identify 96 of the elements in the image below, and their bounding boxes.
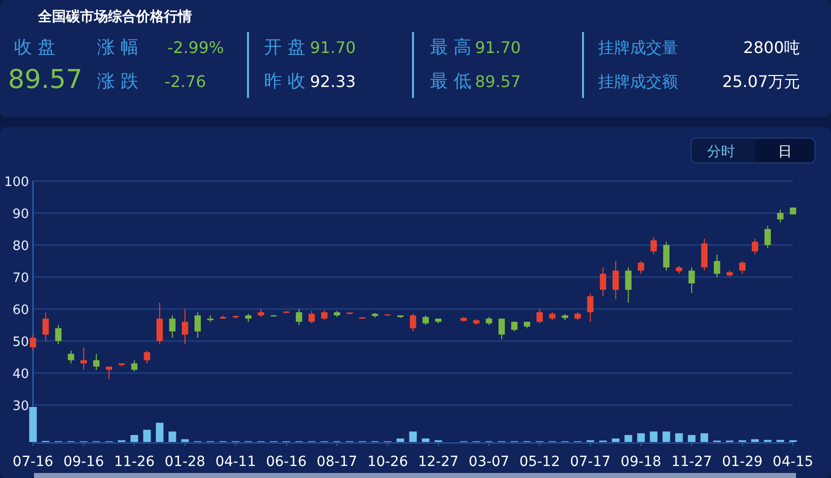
y-tick-label: 40 [12, 367, 29, 382]
bar [409, 432, 417, 442]
x-tick-label: 01-28 [164, 454, 206, 470]
text: 挂牌成交量 [598, 38, 678, 57]
bar [662, 432, 670, 442]
candlestick [169, 314, 176, 338]
candlestick [739, 260, 746, 274]
text: 挂牌成交额 [598, 72, 678, 91]
candlestick [93, 353, 100, 370]
x-tick-label: 08-17 [316, 454, 358, 470]
y-tick-label: 100 [4, 175, 29, 190]
text: 分时 [707, 144, 735, 160]
bar [422, 438, 430, 442]
y-tick-label: 70 [12, 271, 29, 286]
y-tick-label: 60 [12, 303, 29, 318]
bar [612, 438, 620, 442]
bar [156, 422, 164, 442]
bar [29, 407, 37, 442]
text: 日 [778, 144, 792, 160]
x-tick-label: 11-27 [671, 454, 712, 470]
candlestick [764, 225, 771, 249]
text: 全国碳市场综合价格行情 [37, 8, 192, 25]
candlestick [321, 310, 328, 321]
bar [637, 433, 645, 442]
x-tick-label: 07-16 [12, 454, 54, 470]
x-tick-label: 01-29 [722, 454, 763, 470]
bar [675, 433, 683, 442]
bar [650, 432, 658, 442]
text: -2.99% [167, 38, 224, 57]
x-tick-label: 04-11 [215, 454, 256, 470]
text: 昨 收 [264, 71, 306, 92]
candlestick [650, 236, 657, 256]
text: 92.33 [310, 72, 356, 91]
x-tick-label: 10-26 [367, 454, 408, 470]
text: 开 盘 [264, 37, 306, 58]
candlestick [156, 302, 163, 345]
candlestick [144, 350, 150, 364]
candlestick [777, 209, 784, 224]
candlestick [422, 314, 429, 326]
candlestick [701, 238, 708, 272]
candlestick [106, 366, 112, 380]
candlestick [587, 293, 594, 322]
candlestick [80, 346, 87, 370]
bar [624, 435, 632, 442]
text: 最 低 [430, 71, 472, 92]
bar [130, 435, 138, 442]
candlestick [308, 310, 315, 324]
candlestick [663, 241, 670, 272]
x-tick-label: 06-16 [266, 454, 307, 470]
y-tick-label: 30 [12, 399, 29, 414]
candlestick [410, 313, 416, 332]
x-tick-label: 03-07 [468, 454, 510, 470]
y-tick-label: 80 [12, 239, 29, 254]
candlestick [296, 308, 302, 326]
text: 涨 幅 [97, 37, 139, 58]
y-tick-label: 90 [12, 207, 29, 222]
text: 最 高 [430, 37, 472, 58]
x-tick-label: 05-12 [519, 454, 560, 470]
candlestick [131, 360, 138, 372]
x-tick-label: 07-17 [570, 454, 611, 470]
bar [751, 439, 759, 442]
text: 89.57 [8, 65, 82, 95]
x-tick-label: 12-27 [418, 454, 459, 470]
x-tick-label: 09-16 [63, 454, 104, 470]
bar [396, 438, 404, 442]
x-tick-label: 09-18 [620, 454, 662, 470]
text: -2.76 [164, 72, 206, 91]
x-tick-label: 11-26 [114, 454, 155, 470]
candlestick [536, 308, 543, 324]
candlestick [30, 334, 36, 352]
text: 89.57 [475, 72, 521, 91]
bar [143, 430, 151, 442]
candlestick [638, 260, 644, 274]
bar [688, 435, 696, 442]
candlestick [194, 312, 201, 338]
candlestick [612, 260, 619, 300]
candlestick [688, 266, 695, 294]
candlestick [182, 308, 188, 345]
text: 25.07万元 [722, 72, 800, 91]
candlestick [752, 238, 758, 256]
candlestick [55, 324, 62, 345]
text: 2800吨 [743, 38, 800, 57]
text: 91.70 [310, 38, 356, 57]
text: 涨 跌 [97, 71, 139, 92]
bar [700, 433, 708, 442]
y-tick-label: 50 [12, 335, 29, 350]
bar [181, 439, 189, 442]
text: 91.70 [475, 38, 521, 57]
candlestick [498, 318, 505, 340]
text: 收 盘 [14, 37, 56, 58]
candlestick [625, 266, 632, 304]
candlestick [42, 312, 49, 342]
x-tick-label: 04-15 [772, 454, 814, 470]
candlestick [714, 254, 720, 278]
candlestick [600, 266, 606, 297]
bar [168, 432, 176, 442]
